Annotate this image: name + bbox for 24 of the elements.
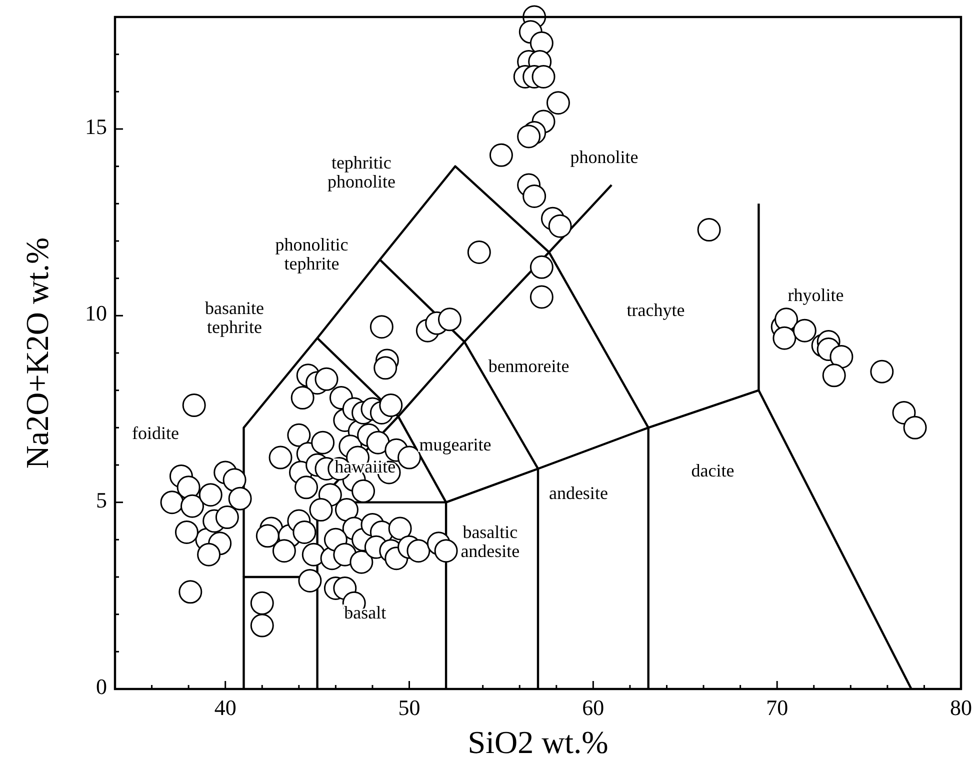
annotation: basalt bbox=[344, 602, 386, 622]
y-tick-label: 15 bbox=[85, 114, 107, 140]
annotation: dacite bbox=[691, 460, 734, 481]
annotation: phonolite bbox=[570, 146, 638, 167]
y-tick-label: 10 bbox=[85, 300, 107, 326]
y-axis-title: Na2O+K2O wt.% bbox=[19, 237, 55, 469]
x-tick-label: 80 bbox=[950, 695, 972, 720]
y-tick-label: 5 bbox=[96, 487, 107, 512]
annotation: andesite bbox=[548, 482, 608, 503]
annotation: phonolitic tephrite bbox=[275, 234, 348, 274]
y-tick-label: 0 bbox=[96, 674, 107, 700]
annotation: basanite tephrite bbox=[205, 298, 264, 337]
annotation: mugearite bbox=[419, 434, 492, 454]
annotation: trachyte bbox=[626, 300, 685, 320]
x-tick-label: 60 bbox=[582, 695, 604, 720]
annotation: tephritic phonolite bbox=[327, 152, 396, 192]
annotation: benmoreite bbox=[488, 356, 570, 376]
annotation: basaltic andesite bbox=[460, 522, 520, 561]
x-axis-title: SiO2 wt.% bbox=[468, 724, 608, 760]
x-tick-label: 70 bbox=[766, 695, 788, 720]
x-tick-label: 40 bbox=[214, 695, 236, 720]
annotation: rhyolite bbox=[788, 285, 844, 306]
annotation: foidite bbox=[132, 423, 179, 444]
x-tick-label: 50 bbox=[398, 695, 420, 720]
